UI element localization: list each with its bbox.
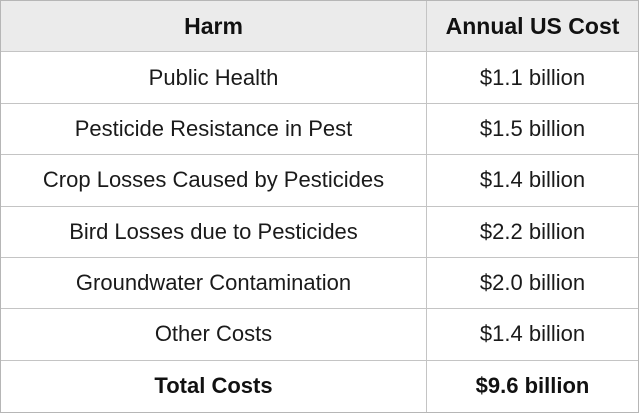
total-label: Total Costs	[1, 360, 427, 412]
row-cost-other-costs: $1.4 billion	[427, 309, 638, 361]
total-cost: $9.6 billion	[475, 373, 590, 399]
row-cost-public-health: $1.1 billion	[427, 52, 638, 104]
row-cost-crop-losses: $1.4 billion	[427, 155, 638, 207]
header-harm: Harm	[1, 1, 427, 53]
row-harm-public-health: Public Health	[1, 52, 427, 104]
row-cost-groundwater: $2.0 billion	[427, 258, 638, 310]
row-harm-groundwater: Groundwater Contamination	[1, 257, 427, 310]
row-cost-bird-losses: $2.2 billion	[427, 207, 638, 258]
row-harm-bird-losses: Bird Losses due to Pesticides	[1, 206, 427, 258]
row-harm-crop-losses: Crop Losses Caused by Pesticides	[1, 155, 427, 207]
row-cost-pesticide-resistance: $1.5 billion	[427, 104, 638, 156]
row-harm-other-costs: Other Costs	[1, 309, 427, 361]
header-annual-us-cost: Annual US Cost	[427, 1, 638, 53]
row-harm-pesticide-resistance: Pesticide Resistance in Pest	[1, 103, 427, 156]
